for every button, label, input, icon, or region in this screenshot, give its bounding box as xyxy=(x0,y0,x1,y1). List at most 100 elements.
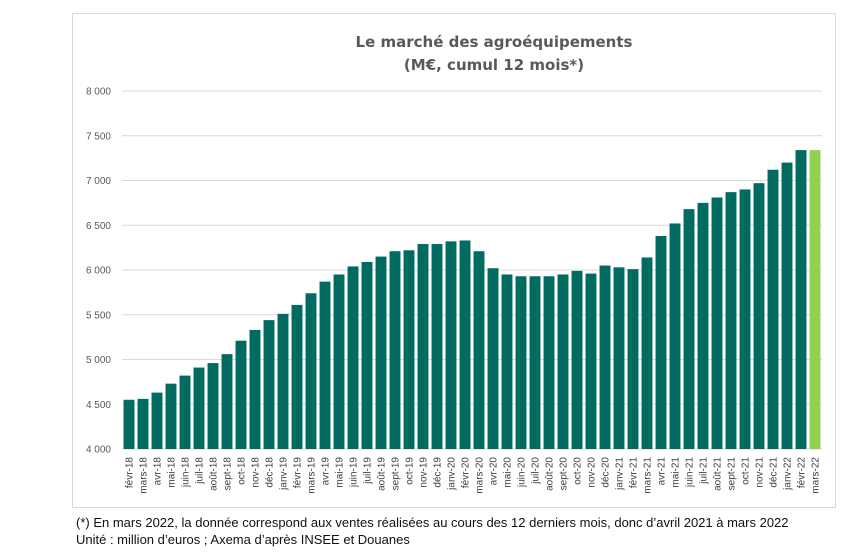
bar-déc-21 xyxy=(767,169,779,449)
bar-janv-20 xyxy=(445,241,457,449)
bar-oct-20 xyxy=(571,270,583,449)
x-tick-label: avr-18 xyxy=(153,457,164,486)
bar-août-18 xyxy=(207,363,219,449)
bar-sept-21 xyxy=(725,192,737,449)
bar-mars-19 xyxy=(305,293,317,449)
bar-mars-20 xyxy=(473,251,485,449)
x-tick-label: déc-19 xyxy=(433,457,444,488)
bar-mars-18 xyxy=(137,398,149,449)
bar-févr-18 xyxy=(123,399,135,449)
bar-avr-20 xyxy=(487,268,499,449)
bar-juin-20 xyxy=(515,276,527,449)
bar-oct-18 xyxy=(235,340,247,449)
x-tick-label: août-19 xyxy=(377,457,388,491)
x-tick-label: nov-19 xyxy=(419,457,430,488)
bar-févr-21 xyxy=(627,269,639,449)
x-tick-label: févr-20 xyxy=(461,457,472,489)
x-tick-label: juil-20 xyxy=(531,457,542,485)
x-tick-label: nov-21 xyxy=(755,457,766,488)
bar-mai-18 xyxy=(165,383,177,449)
y-tick-label: 6 000 xyxy=(86,266,111,277)
x-tick-label: janv-20 xyxy=(447,457,458,491)
x-tick-label: oct-20 xyxy=(573,457,584,485)
y-tick-label: 7 000 xyxy=(86,176,111,187)
y-tick-label: 4 000 xyxy=(86,445,111,456)
x-tick-label: juin-21 xyxy=(685,457,696,488)
bar-mars-22 xyxy=(809,150,821,449)
bar-juin-19 xyxy=(347,266,359,449)
x-tick-label: sept-19 xyxy=(391,457,402,491)
x-tick-label: mai-19 xyxy=(335,457,346,488)
bar-févr-22 xyxy=(795,150,807,449)
y-tick-label: 5 000 xyxy=(86,355,111,366)
bar-mars-21 xyxy=(641,257,653,449)
x-tick-label: sept-21 xyxy=(727,457,738,491)
chart-title: Le marché des agroéquipements xyxy=(356,33,633,51)
x-tick-label: janv-19 xyxy=(279,457,290,491)
bar-janv-22 xyxy=(781,162,793,449)
y-tick-label: 4 500 xyxy=(86,400,111,411)
bar-oct-19 xyxy=(403,250,415,449)
y-tick-label: 8 000 xyxy=(86,87,111,98)
footnote-line-2: Unité : million d’euros ; Axema d’après … xyxy=(76,532,410,547)
x-tick-label: oct-21 xyxy=(741,457,752,485)
x-tick-label: août-21 xyxy=(713,457,724,491)
x-tick-label: mai-21 xyxy=(671,457,682,488)
x-tick-label: avr-19 xyxy=(321,457,332,486)
bar-mai-19 xyxy=(333,274,345,449)
bar-févr-19 xyxy=(291,304,303,449)
bar-avr-21 xyxy=(655,235,667,449)
bar-juil-21 xyxy=(697,202,709,450)
x-tick-label: févr-18 xyxy=(125,457,136,489)
bar-nov-21 xyxy=(753,183,765,449)
x-tick-label: nov-20 xyxy=(587,457,598,488)
bar-juin-21 xyxy=(683,209,695,449)
x-tick-label: juin-20 xyxy=(517,457,528,488)
bar-juil-20 xyxy=(529,276,541,449)
footnote: (*) En mars 2022, la donnée correspond a… xyxy=(76,514,856,548)
bar-mai-20 xyxy=(501,274,513,449)
bar-déc-20 xyxy=(599,265,611,449)
bar-mai-21 xyxy=(669,223,681,449)
x-tick-label: mars-21 xyxy=(643,457,654,494)
x-tick-label: déc-18 xyxy=(265,457,276,488)
x-tick-label: juil-21 xyxy=(699,457,710,485)
bars xyxy=(123,150,821,450)
x-tick-label: nov-18 xyxy=(251,457,262,488)
y-tick-label: 6 500 xyxy=(86,221,111,232)
bar-avr-19 xyxy=(319,281,331,449)
x-tick-label: sept-20 xyxy=(559,457,570,491)
x-tick-label: juin-18 xyxy=(181,457,192,488)
chart-subtitle: (M€, cumul 12 mois*) xyxy=(404,56,584,74)
x-tick-label: mars-22 xyxy=(811,457,822,494)
x-tick-label: juil-19 xyxy=(363,457,374,485)
bar-déc-19 xyxy=(431,244,443,449)
bar-janv-21 xyxy=(613,267,625,449)
x-tick-label: mai-20 xyxy=(503,457,514,488)
bar-déc-18 xyxy=(263,320,275,449)
x-tick-label: juin-19 xyxy=(349,457,360,488)
x-tick-label: avr-21 xyxy=(657,457,668,486)
bar-juil-18 xyxy=(193,367,205,449)
x-tick-label: janv-22 xyxy=(783,457,794,491)
x-tick-label: déc-21 xyxy=(769,457,780,488)
x-tick-label: oct-18 xyxy=(237,457,248,485)
x-tick-label: mars-18 xyxy=(139,457,150,494)
x-tick-label: déc-20 xyxy=(601,457,612,488)
x-tick-label: août-20 xyxy=(545,457,556,491)
bar-août-19 xyxy=(375,256,387,449)
bar-sept-20 xyxy=(557,274,569,449)
bar-sept-19 xyxy=(389,251,401,449)
bar-août-21 xyxy=(711,197,723,449)
x-tick-label: févr-22 xyxy=(797,457,808,489)
bar-juil-19 xyxy=(361,261,373,449)
y-axis-ticks: 4 000 4 500 5 000 5 500 6 000 6 500 7 000 7 500… xyxy=(86,87,111,456)
x-tick-label: mars-20 xyxy=(475,457,486,494)
x-tick-label: sept-18 xyxy=(223,457,234,491)
bar-sept-18 xyxy=(221,354,233,449)
bar-avr-18 xyxy=(151,392,163,449)
x-tick-label: févr-19 xyxy=(293,457,304,489)
bar-févr-20 xyxy=(459,240,471,449)
bar-nov-18 xyxy=(249,329,261,449)
